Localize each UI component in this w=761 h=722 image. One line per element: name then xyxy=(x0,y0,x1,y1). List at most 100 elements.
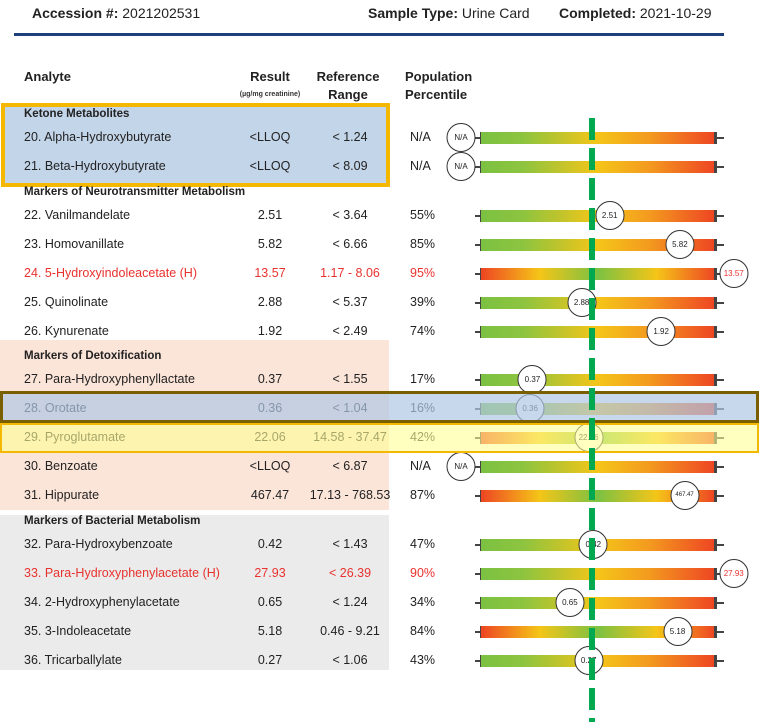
analyte-name: 30. Benzoate xyxy=(24,459,98,473)
percentile-value: N/A xyxy=(410,459,431,473)
percentile-marker: 0.37 xyxy=(517,365,547,394)
bar-left-cap xyxy=(475,137,483,139)
reference-range: 17.13 - 768.53 xyxy=(309,488,391,502)
bar-right-cap xyxy=(716,244,724,246)
table-row: 23. Homovanillate 5.82 < 6.66 85% 5.82 xyxy=(0,230,761,259)
result-value: <LLOQ xyxy=(249,459,291,473)
reference-range: < 1.43 xyxy=(332,537,368,551)
reference-range: < 1.24 xyxy=(332,595,368,609)
percentile-bar xyxy=(481,597,715,609)
percentile-marker: 1.92 xyxy=(646,317,676,346)
bar-left-cap xyxy=(475,302,483,304)
reference-marker-line xyxy=(589,118,595,722)
bar-right-cap xyxy=(716,466,724,468)
analyte-name: 25. Quinolinate xyxy=(24,295,109,309)
reference-range: < 3.64 xyxy=(332,208,368,222)
bar-left-cap xyxy=(475,495,483,497)
percentile-value: N/A xyxy=(410,159,431,173)
reference-range: < 8.09 xyxy=(332,159,368,173)
percentile-bar xyxy=(481,568,715,580)
reference-range: < 1.55 xyxy=(332,372,368,386)
result-value: <LLOQ xyxy=(249,159,291,173)
analyte-name: 27. Para-Hydroxyphenyllactate xyxy=(24,372,195,386)
percentile-value: 95% xyxy=(410,266,436,280)
result-value: 2.88 xyxy=(257,295,283,309)
bar-right-cap xyxy=(714,539,717,551)
percentile-marker: 5.82 xyxy=(665,230,695,259)
result-value: 27.93 xyxy=(254,566,286,580)
table-row: 34. 2-Hydroxyphenylacetate 0.65 < 1.24 34% 0… xyxy=(0,588,761,617)
reference-range: 1.17 - 8.06 xyxy=(320,266,380,280)
result-value: 5.82 xyxy=(257,237,283,251)
accession: Accession #: 2021202531 xyxy=(32,5,201,21)
table-row: 22. Vanilmandelate 2.51 < 3.64 55% 2.51 xyxy=(0,201,761,230)
result-value: 0.37 xyxy=(257,372,283,386)
percentile-value: 34% xyxy=(410,595,436,609)
bar-right-cap xyxy=(716,631,724,633)
percentile-value: N/A xyxy=(410,130,431,144)
reference-range: < 2.49 xyxy=(332,324,368,338)
bar-left-cap xyxy=(475,660,483,662)
table-row: 30. Benzoate <LLOQ < 6.87 N/A N/A xyxy=(0,452,761,481)
percentile-bar xyxy=(481,374,715,386)
analyte-name: 24. 5-Hydroxyindoleacetate (H) xyxy=(24,266,197,280)
percentile-bar xyxy=(481,626,715,638)
percentile-value: 90% xyxy=(410,566,436,580)
bar-left-cap xyxy=(475,166,483,168)
bar-right-cap xyxy=(714,597,717,609)
percentile-marker: N/A xyxy=(446,123,476,152)
bar-right-cap xyxy=(714,239,717,251)
analyte-name: 23. Homovanillate xyxy=(24,237,125,251)
bar-right-cap xyxy=(716,166,724,168)
percentile-value: 39% xyxy=(410,295,436,309)
bar-right-cap xyxy=(716,379,724,381)
analyte-name: 32. Para-Hydroxybenzoate xyxy=(24,537,173,551)
bar-right-cap xyxy=(716,137,724,139)
percentile-bar xyxy=(481,490,715,502)
table-row: 35. 3-Indoleacetate 5.18 0.46 - 9.21 84% 5.1… xyxy=(0,617,761,646)
bar-right-cap xyxy=(714,210,717,222)
percentile-value: 17% xyxy=(410,372,436,386)
percentile-value: 84% xyxy=(410,624,436,638)
bar-right-cap xyxy=(716,660,724,662)
reference-range: 0.46 - 9.21 xyxy=(320,624,380,638)
bar-right-cap xyxy=(714,626,717,638)
col-reference: Reference Range xyxy=(316,69,380,102)
table-row: 33. Para-Hydroxyphenylacetate (H) 27.93 < … xyxy=(0,559,761,588)
result-value: 13.57 xyxy=(254,266,286,280)
percentile-marker: 0.27 xyxy=(574,646,604,675)
orotate-highlight xyxy=(0,391,759,423)
result-value: 467.47 xyxy=(250,488,290,502)
reference-range: < 5.37 xyxy=(332,295,368,309)
percentile-bar xyxy=(481,268,715,280)
bar-right-cap xyxy=(714,297,717,309)
percentile-bar xyxy=(481,239,715,251)
bar-left-cap xyxy=(475,331,483,333)
section-title: Markers of Neurotransmitter Metabolism xyxy=(24,186,246,198)
bar-left-cap xyxy=(475,273,483,275)
percentile-value: 55% xyxy=(410,208,436,222)
analyte-name: 33. Para-Hydroxyphenylacetate (H) xyxy=(24,566,220,580)
percentile-bar xyxy=(481,132,715,144)
reference-range: < 6.66 xyxy=(332,237,368,251)
bacterial-section-bg xyxy=(0,515,389,670)
reference-range: < 1.24 xyxy=(332,130,368,144)
bar-left-cap xyxy=(475,466,483,468)
analyte-name: 34. 2-Hydroxyphenylacetate xyxy=(24,595,180,609)
ketone-highlight xyxy=(1,103,390,187)
percentile-value: 43% xyxy=(410,653,436,667)
percentile-marker: N/A xyxy=(446,452,476,481)
bar-left-cap xyxy=(475,244,483,246)
analyte-name: 26. Kynurenate xyxy=(24,324,109,338)
bar-left-cap xyxy=(475,602,483,604)
section-title: Ketone Metabolites xyxy=(24,108,130,120)
table-row: 24. 5-Hydroxyindoleacetate (H) 13.57 1.17 … xyxy=(0,259,761,288)
bar-left-cap xyxy=(475,544,483,546)
bar-left-cap xyxy=(475,573,483,575)
pyroglutamate-highlight xyxy=(0,423,759,453)
result-value: 0.65 xyxy=(257,595,283,609)
analyte-name: 21. Beta-Hydroxybutyrate xyxy=(24,159,166,173)
percentile-value: 74% xyxy=(410,324,436,338)
